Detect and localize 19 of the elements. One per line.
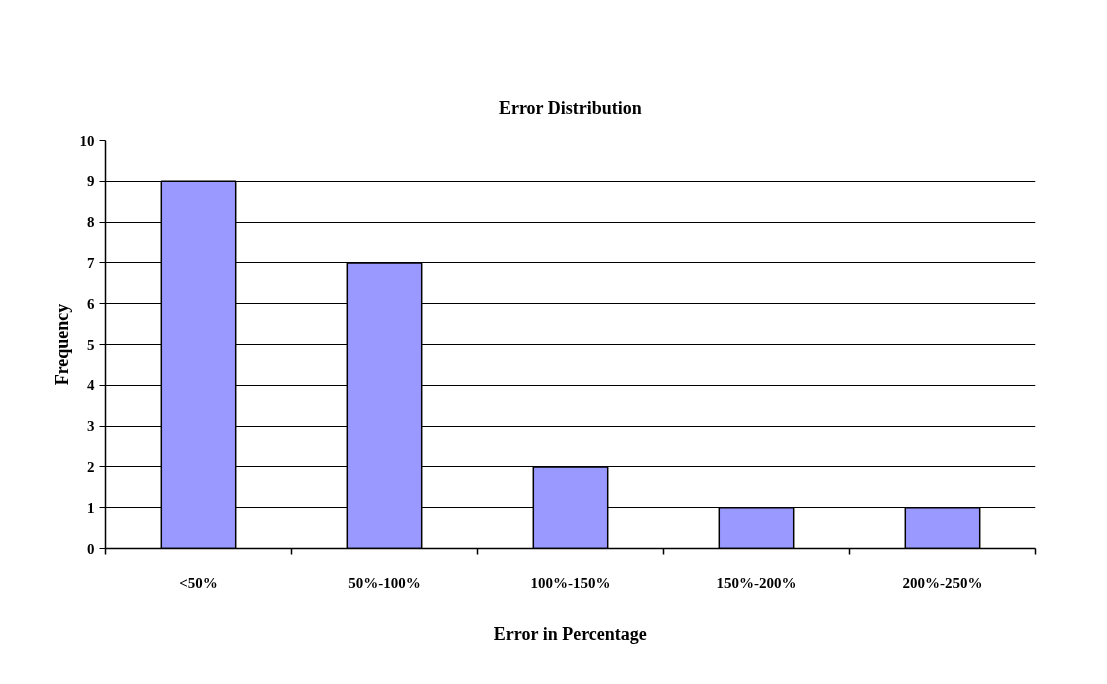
y-tick-label: 4 <box>87 377 95 394</box>
y-axis-title: Frequency <box>51 303 72 386</box>
chart-title: Error Distribution <box>498 98 642 118</box>
y-tick-label: 8 <box>87 214 95 231</box>
y-tick-label: 10 <box>79 132 95 149</box>
y-tick-label: 6 <box>87 295 95 312</box>
y-tick-label: 3 <box>87 418 95 435</box>
y-tick-label: 0 <box>87 540 95 557</box>
x-tick-label: 150%-200% <box>716 574 797 591</box>
y-tick-label: 9 <box>87 173 95 190</box>
x-axis-title: Error in Percentage <box>493 623 647 644</box>
x-tick-label: 50%-100% <box>348 574 421 591</box>
y-tick-label: 5 <box>87 336 95 353</box>
y-tick-label: 2 <box>87 458 95 475</box>
x-tick-label: <50% <box>179 574 218 591</box>
y-tick-label: 1 <box>87 499 95 516</box>
y-tick-label: 7 <box>87 254 95 271</box>
x-tick-label: 100%-150% <box>530 574 611 591</box>
x-tick-label: 200%-250% <box>902 574 983 591</box>
